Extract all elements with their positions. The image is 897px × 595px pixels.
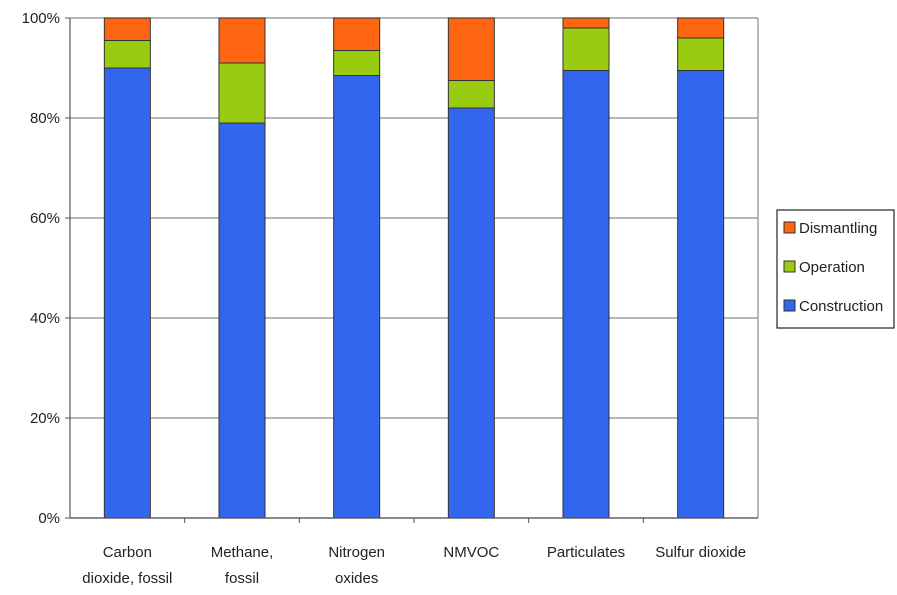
x-tick-label: oxides	[335, 570, 378, 587]
bar-segment-construction	[103, 67, 151, 519]
axis-layer: 0% 20% 40% 60% 80% 100% Carbon dioxide, fossil M…	[22, 10, 758, 587]
legend-swatch	[783, 221, 796, 234]
y-tick-label: 80%	[30, 110, 60, 127]
legend-label: Dismantling	[799, 220, 877, 237]
bar-segment-dismantling	[103, 17, 151, 41]
bar-segment-operation	[103, 40, 151, 69]
bar-segment-construction	[562, 70, 610, 519]
x-tick-label: Nitrogen	[328, 544, 385, 561]
x-tick-label: Carbon	[103, 544, 152, 561]
legend: Dismantling Operation Construction	[776, 209, 895, 329]
legend-label: Construction	[799, 298, 883, 315]
bar-segment-dismantling	[562, 17, 610, 29]
y-tick-label: 20%	[30, 410, 60, 427]
x-tick-label: Particulates	[547, 544, 625, 561]
bar-segment-operation	[333, 50, 381, 76]
grid-layer	[70, 17, 759, 519]
bar-segment-construction	[677, 70, 725, 519]
y-tick-label: 100%	[22, 10, 60, 27]
bar-segment-construction	[333, 75, 381, 519]
bar-segment-dismantling	[677, 17, 725, 39]
y-tick-label: 60%	[30, 210, 60, 227]
bar-segment-operation	[218, 62, 266, 124]
bar-segment-operation	[562, 27, 610, 71]
bar-segment-dismantling	[333, 17, 381, 51]
bar-segment-dismantling	[447, 17, 495, 81]
x-tick-label: NMVOC	[443, 544, 499, 561]
x-tick-label: fossil	[225, 570, 259, 587]
bar-segment-operation	[677, 37, 725, 71]
bar-segment-dismantling	[218, 17, 266, 64]
bar-segment-construction	[447, 107, 495, 519]
bar-segment-operation	[447, 80, 495, 109]
legend-label: Operation	[799, 259, 865, 276]
legend-swatch	[783, 299, 796, 312]
x-tick-label: Methane,	[211, 544, 274, 561]
x-tick-label: Sulfur dioxide	[655, 544, 746, 561]
x-tick-label: dioxide, fossil	[82, 570, 172, 587]
bars-layer	[103, 17, 725, 519]
legend-box	[776, 209, 895, 329]
y-tick-label: 0%	[38, 510, 60, 527]
legend-swatch	[783, 260, 796, 273]
bar-segment-construction	[218, 122, 266, 519]
y-tick-label: 40%	[30, 310, 60, 327]
